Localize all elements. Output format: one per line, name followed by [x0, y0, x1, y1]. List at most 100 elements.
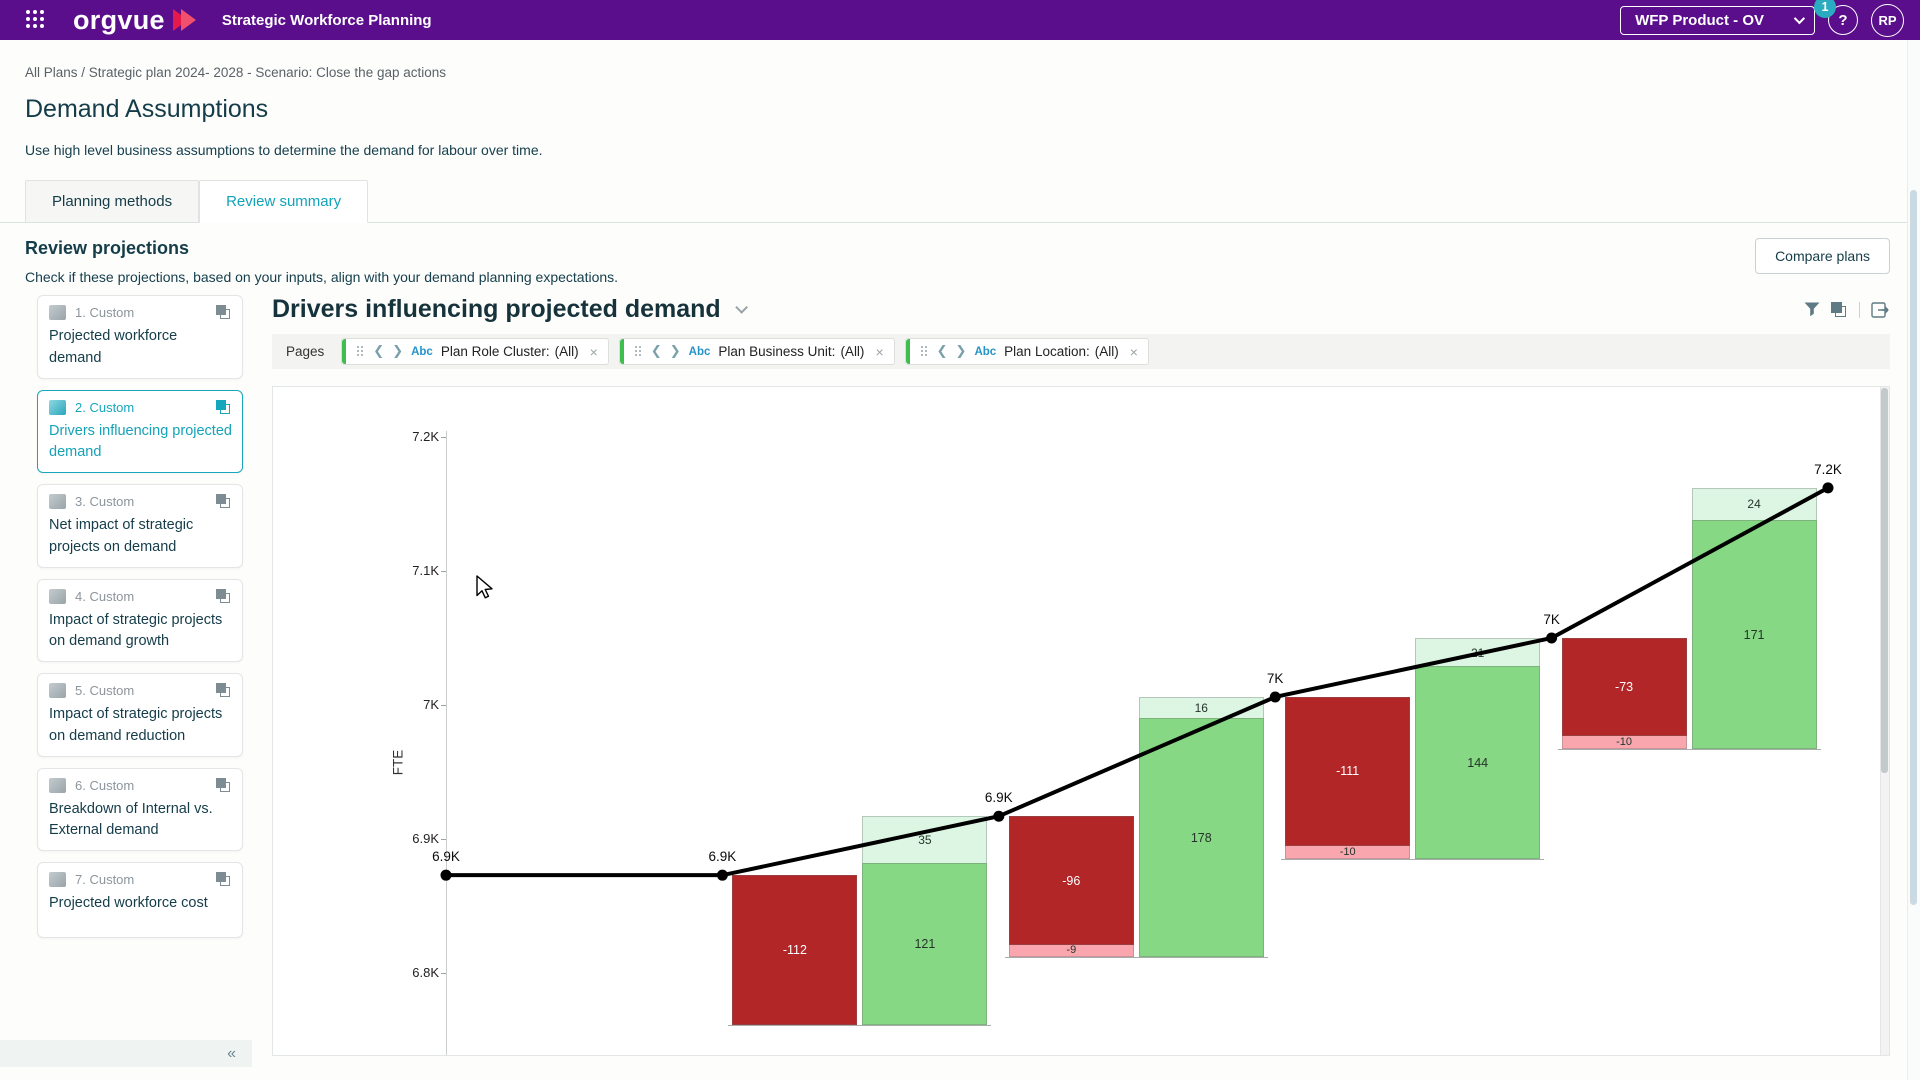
top-bar: orgvue Strategic Workforce Planning WFP … — [0, 0, 1920, 40]
notification-badge[interactable]: 1 — [1814, 0, 1836, 18]
copy-icon[interactable] — [1831, 301, 1848, 318]
data-point — [716, 869, 728, 881]
drag-handle-icon[interactable] — [634, 346, 643, 357]
report-card-6[interactable]: 6. Custom Breakdown of Internal vs. Exter… — [37, 767, 243, 851]
card-number: 6. Custom — [75, 777, 135, 793]
report-card-4[interactable]: 4. Custom Impact of strategic projects on… — [37, 578, 243, 662]
increase-extra-bar-label: 16 — [1194, 701, 1208, 716]
section-title: Review projections — [25, 238, 190, 258]
increase-bar: 144 — [1415, 666, 1541, 860]
chevron-right-icon[interactable]: ❯ — [669, 344, 681, 359]
y-axis-line — [446, 431, 447, 1055]
chart-scrollbar-thumb[interactable] — [1881, 388, 1888, 773]
card-number: 7. Custom — [75, 872, 135, 887]
abc-icon: Abc — [411, 345, 433, 358]
card-number: 4. Custom — [75, 588, 135, 604]
tab-planning-methods[interactable]: Planning methods — [25, 180, 200, 223]
filter-pill-plan-location[interactable]: ❮ ❯ Abc Plan Location: (All) × — [904, 338, 1149, 365]
pair-baseline — [1557, 749, 1821, 751]
sidebar-collapse-button[interactable]: « — [227, 1044, 236, 1062]
filter-pill-plan-role-cluster[interactable]: ❮ ❯ Abc Plan Role Cluster: (All) × — [341, 338, 609, 365]
card-thumbnail-icon — [49, 399, 66, 415]
question-icon: ? — [1838, 11, 1848, 29]
remove-filter-icon[interactable]: × — [589, 343, 598, 360]
increase-bar: 178 — [1138, 718, 1264, 957]
abc-icon: Abc — [974, 345, 997, 358]
increase-bar: 171 — [1691, 520, 1817, 750]
avatar[interactable]: RP — [1871, 3, 1904, 37]
drag-handle-icon[interactable] — [357, 346, 365, 357]
card-title: Projected workforce cost — [49, 895, 208, 911]
card-number: 3. Custom — [75, 494, 135, 509]
y-axis-tick-label: 7.2K — [412, 429, 439, 444]
filter-value: (All) — [1094, 344, 1119, 359]
increase-bar-label: 144 — [1467, 755, 1489, 770]
card-thumbnail-icon — [49, 872, 66, 887]
card-number: 1. Custom — [75, 305, 135, 320]
remove-filter-icon[interactable]: × — [875, 343, 884, 360]
tab-bar: Planning methods Review summary — [0, 180, 1920, 223]
report-card-2[interactable]: 2. Custom Drivers influencing projected d… — [37, 389, 243, 473]
app-launcher-grid-icon[interactable] — [26, 9, 47, 31]
y-axis-title: FTE — [390, 749, 406, 776]
chart-title-chevron-icon[interactable] — [734, 301, 748, 314]
decrease-extra-bar: -9 — [1008, 944, 1134, 957]
decrease-bar-label: -96 — [1062, 873, 1081, 888]
chevron-right-icon[interactable]: ❯ — [955, 344, 967, 359]
decrease-bar: -111 — [1285, 696, 1411, 846]
card-thumbnail-icon — [49, 494, 66, 509]
increase-extra-bar-label: 21 — [1471, 645, 1485, 660]
help-button[interactable]: ? — [1828, 5, 1858, 35]
filter-field: Plan Location: — [1004, 344, 1090, 359]
y-axis-tick-mark — [441, 705, 446, 706]
card-title: Breakdown of Internal vs. External deman… — [49, 800, 213, 839]
orgvue-logo[interactable]: orgvue — [73, 5, 196, 36]
copy-icon — [216, 305, 232, 320]
card-number: 2. Custom — [75, 399, 135, 415]
copy-icon — [216, 777, 232, 793]
card-title: Impact of strategic projects on demand r… — [49, 706, 223, 744]
chart-card: FTE 7.2K 7.1K 7K 6.9K 6.8K -112 121 35 -96 -9 178 16… — [272, 386, 1890, 1056]
y-axis-tick-label: 7K — [423, 697, 439, 712]
remove-filter-icon[interactable]: × — [1129, 343, 1138, 360]
data-point — [1269, 691, 1281, 703]
card-thumbnail-icon — [49, 305, 66, 320]
breadcrumb[interactable]: All Plans / Strategic plan 2024- 2028 - … — [25, 65, 446, 80]
filter-funnel-icon[interactable] — [1804, 302, 1820, 317]
divider — [1859, 301, 1860, 318]
increase-extra-bar: 21 — [1415, 638, 1541, 667]
orgvue-logo-text: orgvue — [73, 4, 165, 35]
report-card-5[interactable]: 5. Custom Impact of strategic projects on… — [37, 673, 243, 757]
report-card-3[interactable]: 3. Custom Net impact of strategic project… — [37, 484, 243, 568]
filter-value: (All) — [840, 344, 865, 359]
card-thumbnail-icon — [49, 588, 66, 604]
y-axis-tick-label: 6.9K — [412, 831, 439, 846]
chevron-right-icon[interactable]: ❯ — [392, 344, 404, 359]
report-card-1[interactable]: 1. Custom Projected workforce demand — [37, 295, 243, 379]
copy-icon — [216, 588, 232, 604]
tab-review-summary[interactable]: Review summary — [199, 180, 369, 223]
decrease-extra-bar: -10 — [1285, 845, 1411, 860]
y-axis-tick-mark — [441, 973, 446, 974]
increase-extra-bar: 24 — [1691, 487, 1817, 521]
pair-baseline — [1004, 956, 1268, 958]
chevron-left-icon[interactable]: ❮ — [650, 344, 662, 359]
filter-pill-plan-business-unit[interactable]: ❮ ❯ Abc Plan Business Unit: (All) × — [618, 338, 895, 365]
section-description: Check if these projections, based on you… — [25, 269, 619, 285]
pair-baseline — [1281, 859, 1545, 861]
page-subtitle: Use high level business assumptions to d… — [25, 142, 543, 158]
data-point — [1546, 632, 1558, 644]
increase-extra-bar-label: 24 — [1747, 497, 1761, 512]
chevron-left-icon[interactable]: ❮ — [936, 344, 948, 359]
y-axis-tick-label: 6.8K — [412, 965, 439, 980]
page-scrollbar-thumb[interactable] — [1910, 190, 1917, 905]
page-title: Demand Assumptions — [25, 95, 269, 123]
workspace-selector[interactable]: WFP Product - OV — [1620, 5, 1815, 35]
drag-handle-icon[interactable] — [920, 346, 929, 357]
y-axis-tick-label: 7.1K — [412, 563, 439, 578]
export-icon[interactable] — [1871, 301, 1890, 318]
compare-plans-button[interactable]: Compare plans — [1755, 238, 1890, 274]
report-card-7[interactable]: 7. Custom Projected workforce cost — [37, 862, 243, 938]
filter-field: Plan Role Cluster: — [440, 344, 550, 359]
chevron-left-icon[interactable]: ❮ — [373, 344, 385, 359]
